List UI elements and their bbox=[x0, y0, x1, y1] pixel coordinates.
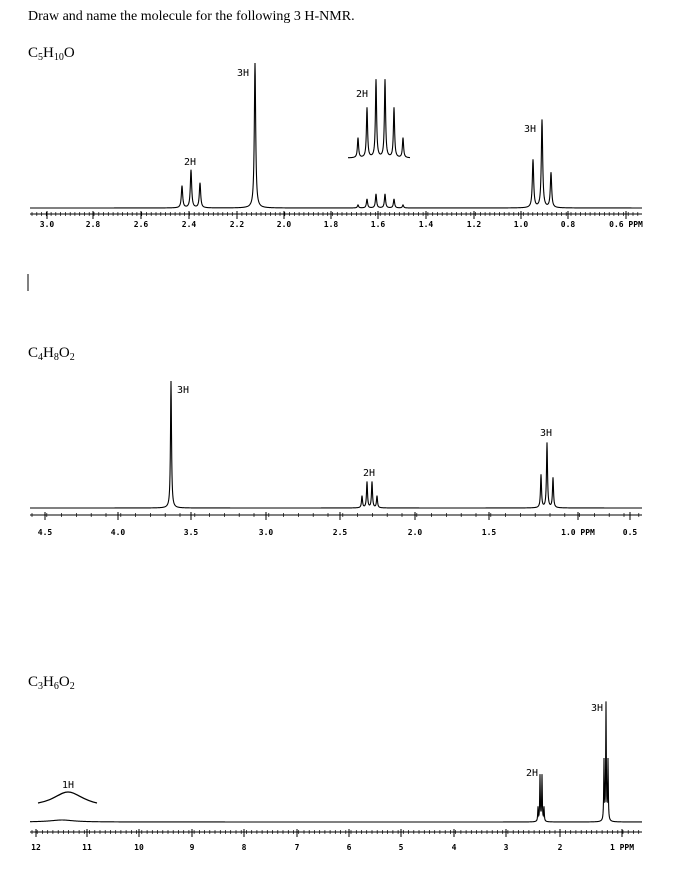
formula: C5H10O bbox=[28, 45, 75, 63]
formula-element: H bbox=[43, 345, 54, 361]
formula-element: H bbox=[43, 674, 54, 690]
ppm-tick-label: 1.0 PPM bbox=[561, 528, 595, 537]
ppm-tick-label: 1.2 bbox=[467, 220, 482, 229]
ppm-tick-label: 2.0 bbox=[277, 220, 292, 229]
formula: C3H6O2 bbox=[28, 674, 75, 692]
integration-label: 2H bbox=[363, 468, 375, 479]
ppm-tick-label: 2.0 bbox=[408, 528, 423, 537]
formula: C4H8O2 bbox=[28, 345, 75, 363]
integration-label: 3H bbox=[524, 124, 536, 135]
ppm-tick-label: 3 bbox=[504, 843, 509, 852]
integration-label: 2H bbox=[356, 89, 368, 100]
ppm-tick-label: 2.5 bbox=[333, 528, 348, 537]
ppm-tick-label: 2.2 bbox=[230, 220, 245, 229]
ppm-tick-label: 0.6 PPM bbox=[609, 220, 643, 229]
ppm-tick-label: 1.5 bbox=[482, 528, 497, 537]
expanded-multiplet bbox=[347, 79, 411, 159]
formula-element: O bbox=[59, 345, 70, 361]
formula-element: O bbox=[64, 45, 75, 61]
formula-subscript: 2 bbox=[70, 681, 75, 692]
ppm-tick-label: 8 bbox=[242, 843, 247, 852]
broad-peak-inset bbox=[37, 791, 98, 804]
formula-subscript: 8 bbox=[54, 352, 59, 363]
ppm-tick-label: 11 bbox=[82, 843, 92, 852]
nmr-problem: C5H10O 3.0 2.8 2.6 2.4 2.2 2.0 1.8 1.6 1.4 1.2 1.0 0… bbox=[28, 45, 643, 229]
integration-label: 1H bbox=[62, 780, 74, 791]
formula-subscript: 10 bbox=[54, 52, 64, 63]
nmr-problem: C4H8O2 4.5 4.0 3.5 3.0 2.5 2.0 1.5 1.0 PPM 0.5 3H 2… bbox=[28, 345, 642, 537]
spectrum-trace bbox=[29, 701, 642, 823]
ppm-tick-label: 2.4 bbox=[182, 220, 197, 229]
formula-element: C bbox=[28, 674, 38, 690]
ppm-tick-label: 10 bbox=[134, 843, 144, 852]
ppm-tick-label: 4.0 bbox=[111, 528, 126, 537]
formula-element: C bbox=[28, 345, 38, 361]
integration-label: 2H bbox=[526, 768, 538, 779]
formula-subscript: 5 bbox=[38, 52, 43, 63]
title: Draw and name the molecule for the follo… bbox=[28, 9, 355, 24]
ppm-tick-label: 1.4 bbox=[419, 220, 434, 229]
formula-subscript: 4 bbox=[38, 352, 43, 363]
integration-label: 3H bbox=[177, 385, 189, 396]
spectrum-trace bbox=[30, 62, 642, 209]
spectrum-trace bbox=[30, 380, 642, 509]
integration-label: 3H bbox=[591, 703, 603, 714]
ppm-tick-label: 4 bbox=[452, 843, 457, 852]
formula-element: C bbox=[28, 45, 38, 61]
formula-subscript: 3 bbox=[38, 681, 43, 692]
ppm-tick-label: 1.0 bbox=[514, 220, 529, 229]
ppm-tick-label: 1.6 bbox=[371, 220, 386, 229]
integration-label: 2H bbox=[184, 157, 196, 168]
ppm-tick-label: 5 bbox=[399, 843, 404, 852]
integration-label: 3H bbox=[237, 68, 249, 79]
ppm-tick-label: 0.5 bbox=[623, 528, 638, 537]
ppm-tick-label: 12 bbox=[31, 843, 41, 852]
ppm-tick-label: 1.8 bbox=[324, 220, 339, 229]
ppm-tick-label: 3.0 bbox=[40, 220, 55, 229]
ppm-tick-label: 9 bbox=[190, 843, 195, 852]
formula-subscript: 2 bbox=[70, 352, 75, 363]
ppm-tick-label: 7 bbox=[295, 843, 300, 852]
ppm-tick-label: 3.5 bbox=[184, 528, 199, 537]
ppm-tick-label: 4.5 bbox=[38, 528, 53, 537]
ppm-tick-label: 2.8 bbox=[86, 220, 101, 229]
ppm-tick-label: 2 bbox=[558, 843, 563, 852]
formula-element: H bbox=[43, 45, 54, 61]
ppm-tick-label: 3.0 bbox=[259, 528, 274, 537]
ppm-tick-label: 6 bbox=[347, 843, 352, 852]
formula-subscript: 6 bbox=[54, 681, 59, 692]
integration-label: 3H bbox=[540, 428, 552, 439]
ppm-tick-label: 1 PPM bbox=[610, 843, 634, 852]
ppm-tick-label: 0.8 bbox=[561, 220, 576, 229]
formula-element: O bbox=[59, 674, 70, 690]
ppm-tick-label: 2.6 bbox=[134, 220, 149, 229]
